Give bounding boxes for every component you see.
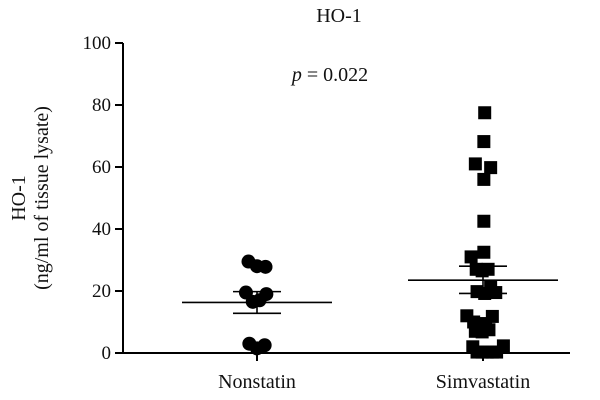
y-axis-label-line1: HO-1 [8, 175, 30, 221]
data-point [478, 106, 492, 120]
data-point [250, 341, 264, 356]
y-tick-label: 80 [92, 95, 111, 116]
data-point [258, 259, 273, 274]
data-point [489, 286, 503, 300]
chart-title: HO-1 [316, 5, 362, 27]
mean-sem-bars [182, 265, 558, 315]
y-tick-label: 100 [83, 33, 112, 54]
y-tick-label: 20 [92, 281, 111, 302]
p-symbol: p [290, 64, 302, 86]
data-points [238, 106, 510, 359]
x-tick-label: Nonstatin [218, 371, 296, 393]
data-point [490, 345, 504, 359]
data-point [477, 214, 491, 228]
y-axis-ticks: 0 20 40 60 80 100 [83, 33, 123, 364]
p-value: = 0.022 [302, 64, 368, 86]
data-point [484, 161, 498, 175]
data-point [464, 250, 478, 264]
data-point [477, 245, 491, 259]
data-point [477, 172, 491, 186]
x-axis: Nonstatin Simvastatin [123, 352, 570, 393]
data-point [470, 285, 484, 299]
x-tick-label: Simvastatin [436, 371, 530, 393]
data-point [485, 309, 499, 323]
y-tick-label: 0 [102, 343, 112, 364]
y-tick-label: 40 [92, 219, 111, 240]
data-point [477, 135, 491, 149]
y-tick-label: 60 [92, 157, 111, 178]
data-point [468, 157, 482, 171]
y-axis-label-line2: (ng/ml of tissue lysate) [31, 106, 53, 290]
p-value-annotation: p = 0.022 [290, 64, 368, 86]
data-point [482, 323, 496, 337]
data-point [259, 287, 274, 302]
